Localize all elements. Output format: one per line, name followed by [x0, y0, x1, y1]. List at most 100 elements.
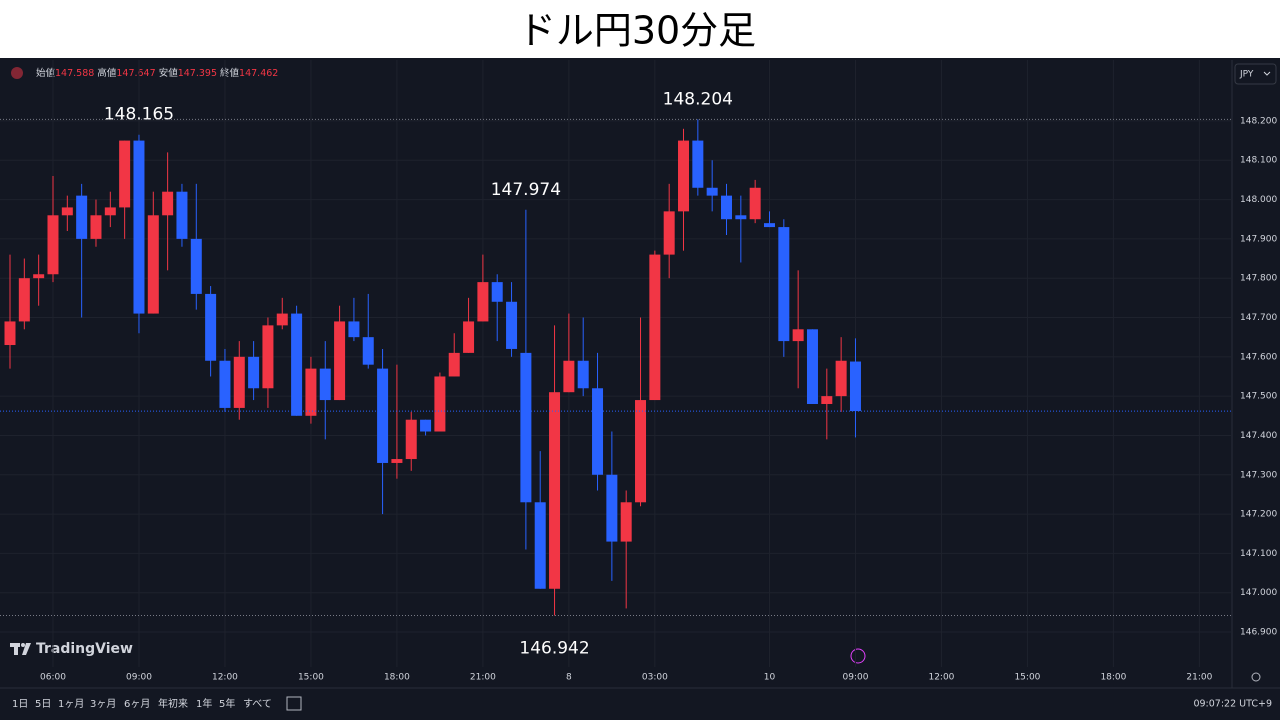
candle-body	[248, 356, 260, 389]
candle-body	[162, 191, 174, 216]
candle-body	[147, 215, 159, 314]
chart-background	[0, 58, 1280, 720]
candle-body	[678, 140, 690, 212]
candle-body	[47, 215, 59, 275]
date-range-icon[interactable]	[286, 696, 302, 711]
y-tick-label: 147.500	[1240, 392, 1277, 402]
candle-body	[262, 325, 274, 389]
logo-icon	[10, 643, 31, 655]
candle-body	[520, 352, 532, 503]
candle-body	[405, 419, 417, 460]
title-band	[0, 0, 1280, 58]
candle-body	[61, 207, 73, 216]
candle-body	[506, 301, 518, 349]
candle-body	[420, 419, 432, 432]
header-value: 147.462	[239, 68, 278, 79]
price-annotation: 147.974	[491, 180, 561, 200]
alert-icon[interactable]	[850, 648, 866, 664]
candle-body	[577, 360, 589, 389]
range-button[interactable]: 5年	[219, 697, 235, 710]
range-button[interactable]: 6ヶ月	[124, 698, 150, 710]
candle-body	[663, 211, 675, 255]
header-label: 始値	[36, 67, 56, 79]
candle-body	[806, 329, 818, 404]
candle-body	[821, 396, 833, 404]
candle-body	[133, 140, 145, 314]
candle-body	[491, 282, 503, 302]
candle-body	[305, 368, 317, 416]
candle-body	[291, 313, 303, 416]
candle-body	[219, 360, 231, 408]
x-tick-label: 21:00	[1186, 673, 1212, 683]
candle-body	[76, 195, 88, 239]
x-tick-label: 15:00	[1014, 673, 1040, 683]
settings-icon[interactable]	[1251, 672, 1261, 682]
y-tick-label: 147.100	[1240, 549, 1277, 559]
candle-body	[849, 361, 861, 412]
range-button[interactable]: 年初来	[158, 697, 188, 710]
range-button[interactable]: 1日	[12, 699, 28, 710]
candle-body	[592, 388, 604, 475]
y-tick-label: 147.200	[1240, 510, 1277, 520]
y-tick-label: 147.300	[1240, 470, 1277, 480]
candle-body	[319, 368, 331, 401]
range-button[interactable]: 5日	[35, 699, 51, 710]
x-tick-label: 09:00	[843, 673, 869, 683]
candle-body	[362, 337, 374, 365]
candle-body	[276, 313, 288, 326]
y-tick-label: 148.000	[1240, 195, 1277, 205]
candle-body	[835, 360, 847, 397]
header-label: 安値	[159, 67, 179, 79]
candle-body	[635, 400, 647, 503]
candle-body	[434, 376, 446, 432]
ohlc-header: 始値147.588 高値147.647 安値147.395 終値147.462	[36, 67, 278, 79]
range-button[interactable]: 3ヶ月	[90, 698, 116, 710]
candle-body	[549, 392, 561, 589]
price-annotation: 148.204	[663, 89, 733, 109]
candle-body	[18, 278, 30, 322]
x-tick-label: 03:00	[642, 673, 668, 683]
x-tick-label: 18:00	[1100, 673, 1126, 683]
candle-body	[792, 329, 804, 342]
candle-body	[334, 321, 346, 401]
candle-body	[119, 140, 131, 208]
x-tick-label: 15:00	[298, 673, 324, 683]
currency-button[interactable]	[1234, 63, 1277, 85]
x-tick-label: 18:00	[384, 673, 410, 683]
candle-body	[563, 360, 575, 393]
candle-body	[735, 215, 747, 220]
header-value: 147.588	[55, 68, 94, 79]
x-tick-label: 12:00	[212, 673, 238, 683]
candle-body	[606, 474, 618, 542]
logo-part	[21, 643, 25, 647]
logo-part	[14, 643, 18, 655]
page-title: ドル円30分足	[518, 9, 756, 53]
candle-body	[778, 227, 790, 342]
candle-body	[377, 368, 389, 463]
y-tick-label: 147.400	[1240, 431, 1277, 441]
symbol-icon[interactable]	[11, 67, 23, 79]
candle-body	[463, 321, 475, 353]
candle-body	[233, 356, 245, 408]
y-tick-label: 147.900	[1240, 234, 1277, 244]
range-button[interactable]: すべて	[243, 698, 272, 710]
y-tick-label: 147.000	[1240, 588, 1277, 598]
candle-body	[721, 195, 732, 220]
candle-body	[104, 207, 116, 216]
range-button[interactable]: 1ヶ月	[58, 698, 84, 710]
y-tick-label: 147.800	[1240, 274, 1277, 284]
range-button[interactable]: 1年	[196, 697, 212, 710]
x-tick-label: 06:00	[40, 673, 66, 683]
candle-body	[477, 282, 489, 322]
candle-body	[692, 140, 704, 188]
candle-body	[391, 459, 403, 463]
header-label: 高値	[97, 67, 117, 79]
candle-body	[190, 238, 202, 294]
logo-part	[22, 643, 31, 655]
logo-text: TradingView	[36, 641, 133, 657]
y-tick-label: 147.600	[1240, 352, 1277, 362]
y-tick-label: 146.900	[1240, 628, 1277, 638]
x-tick-label: 12:00	[928, 673, 954, 683]
candle-body	[33, 274, 45, 279]
